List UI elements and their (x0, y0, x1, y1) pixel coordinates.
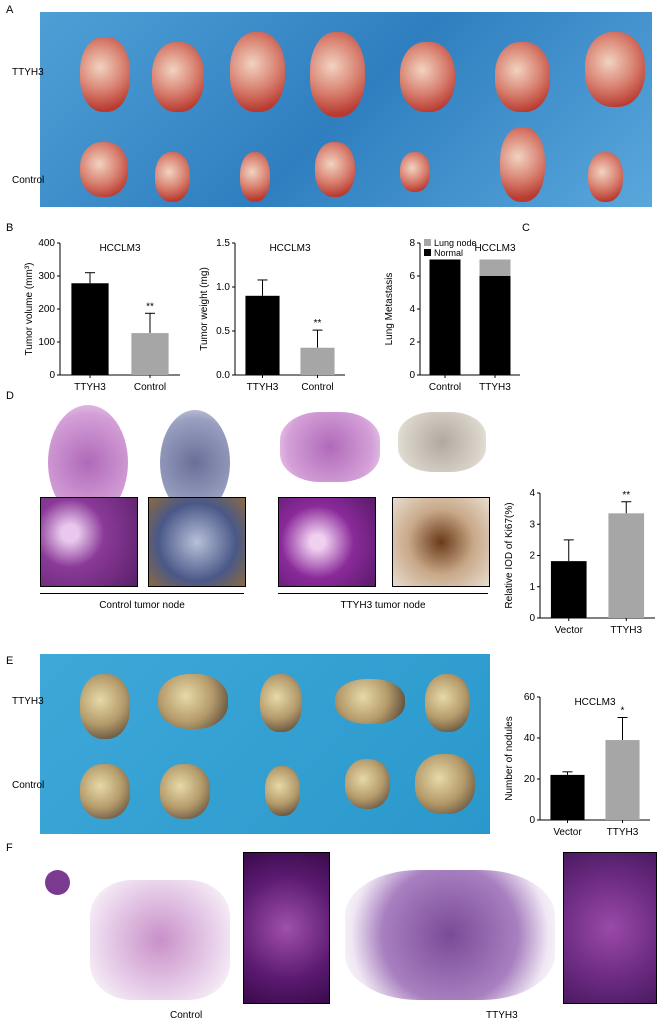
ihc-inset-control (148, 497, 246, 587)
bar (131, 333, 169, 375)
y-tick-label: 0 (49, 370, 55, 381)
y-tick-label: 0.5 (216, 326, 230, 337)
bar (605, 740, 640, 820)
panel-label-e: E (6, 655, 14, 667)
lung-section-control (90, 880, 230, 1000)
chart-title: HCCLM3 (269, 243, 311, 254)
row-label-ttyh3-e: TTYH3 (12, 696, 44, 707)
bar-lung-node (479, 259, 511, 276)
y-tick-label: 6 (409, 271, 415, 282)
y-tick-label: 1.0 (216, 282, 230, 293)
y-axis-label: Number of nodules (504, 716, 515, 801)
y-tick-label: 100 (38, 337, 55, 348)
caption-ttyh3-tumor-node: TTYH3 tumor node (340, 600, 426, 611)
panel-label-a: A (6, 4, 14, 16)
bar-normal (479, 276, 511, 375)
panel-label-c: C (522, 222, 530, 234)
y-tick-label: 0 (529, 815, 535, 826)
chart-title: HCCLM3 (99, 243, 141, 254)
x-tick-label: TTYH3 (607, 827, 639, 838)
divider-ttyh3 (278, 593, 488, 594)
y-tick-label: 3 (529, 519, 535, 530)
y-tick-label: 4 (409, 304, 415, 315)
he-inset-control (40, 497, 138, 587)
caption-control-f: Control (170, 1010, 203, 1021)
y-tick-label: 4 (529, 488, 535, 499)
caption-ttyh3-f: TTYH3 (486, 1010, 518, 1021)
y-tick-label: 40 (524, 733, 536, 744)
x-tick-label: TTYH3 (247, 382, 279, 393)
y-axis-label: Tumor weight (mg) (199, 267, 210, 351)
lung-section-ttyh3 (345, 870, 555, 1000)
ihc-inset-ttyh3 (392, 497, 490, 587)
row-label-ttyh3: TTYH3 (12, 67, 44, 78)
lung-inset-ttyh3 (563, 852, 657, 1004)
y-axis-label: Lung Metastasis (384, 273, 395, 346)
y-tick-label: 400 (38, 238, 55, 249)
x-tick-label: Control (429, 382, 461, 393)
bar (550, 774, 585, 820)
legend-swatch (424, 239, 431, 246)
significance-marker: ** (314, 318, 322, 329)
row-label-control: Control (12, 175, 45, 186)
x-tick-label: Control (301, 382, 333, 393)
y-tick-label: 1.5 (216, 238, 230, 249)
x-tick-label: TTYH3 (610, 625, 642, 636)
tumor-photo-a (40, 12, 652, 207)
y-tick-label: 2 (409, 337, 415, 348)
significance-marker: ** (622, 490, 630, 501)
y-tick-label: 0 (409, 370, 415, 381)
lung-inset-control (243, 852, 330, 1004)
panel-label-b: B (6, 222, 14, 234)
chart-title: HCCLM3 (574, 697, 616, 708)
x-tick-label: TTYH3 (74, 382, 106, 393)
bar (608, 513, 645, 618)
caption-control-tumor-node: Control tumor node (99, 600, 185, 611)
legend-swatch (424, 249, 431, 256)
bar (245, 295, 280, 375)
bar (550, 561, 587, 618)
y-tick-label: 200 (38, 304, 55, 315)
x-tick-label: Vector (555, 625, 584, 636)
y-tick-label: 8 (409, 238, 415, 249)
x-tick-label: TTYH3 (479, 382, 511, 393)
x-tick-label: Vector (553, 827, 582, 838)
bar (71, 283, 109, 375)
legend-label: Lung node (434, 238, 477, 248)
y-tick-label: 1 (529, 582, 535, 593)
y-tick-label: 300 (38, 271, 55, 282)
chart-title: HCCLM3 (474, 243, 516, 254)
y-axis-label: Relative IOD of Ki67(%) (504, 502, 515, 608)
legend-label: Normal (434, 248, 463, 258)
y-tick-label: 0 (529, 613, 535, 624)
bar-normal (429, 259, 461, 375)
y-tick-label: 60 (524, 692, 536, 703)
divider-control (40, 593, 244, 594)
row-label-control-e: Control (12, 780, 45, 791)
panel-label-f: F (6, 842, 13, 854)
y-axis-label: Tumor volume (mm³) (24, 263, 35, 356)
y-tick-label: 0.0 (216, 370, 230, 381)
significance-marker: ** (146, 301, 154, 312)
he-inset-ttyh3 (278, 497, 376, 587)
x-tick-label: Control (134, 382, 166, 393)
lung-section-control-a (45, 870, 70, 895)
liver-photo-e (40, 654, 490, 834)
y-tick-label: 2 (529, 551, 535, 562)
he-section-ttyh3 (280, 412, 380, 482)
significance-marker: * (621, 706, 625, 717)
y-tick-label: 20 (524, 774, 536, 785)
ihc-section-ttyh3 (398, 412, 486, 472)
bar (300, 347, 335, 375)
panel-label-d: D (6, 390, 14, 402)
